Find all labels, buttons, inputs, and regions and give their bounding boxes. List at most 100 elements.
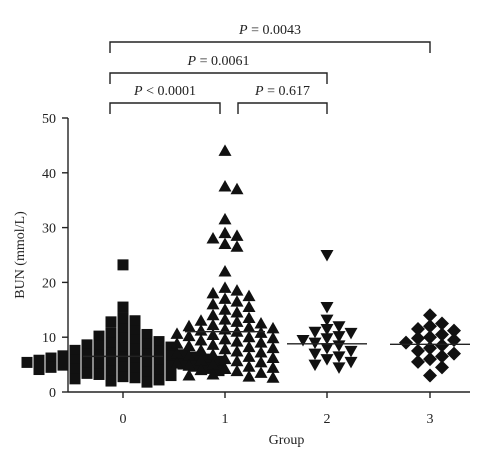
data-point: [189, 360, 201, 372]
data-point: [218, 292, 232, 304]
data-point: [206, 348, 220, 360]
data-point: [266, 341, 280, 354]
data-point: [201, 362, 213, 374]
data-point: [213, 355, 225, 367]
data-point: [129, 372, 141, 384]
data-point: [344, 345, 358, 358]
data-points: [21, 144, 461, 388]
data-point: [320, 314, 334, 327]
data-point: [447, 346, 461, 361]
data-point: [218, 323, 232, 335]
data-point: [182, 359, 196, 371]
data-point: [266, 321, 280, 334]
data-point: [242, 320, 256, 333]
data-point: [194, 353, 208, 366]
x-tick-label: 3: [427, 412, 434, 427]
data-point: [242, 330, 256, 343]
data-point: [141, 376, 153, 388]
data-point: [129, 315, 141, 327]
data-point: [218, 226, 232, 239]
data-point: [81, 358, 93, 370]
data-point: [230, 344, 244, 357]
data-point: [45, 361, 57, 373]
data-point: [230, 240, 244, 252]
data-point: [206, 286, 220, 299]
p-value-label: P = 0.617: [254, 84, 310, 99]
data-point: [93, 340, 105, 352]
data-point: [69, 373, 81, 385]
data-point: [165, 350, 177, 362]
data-point: [254, 317, 268, 329]
data-point: [117, 371, 129, 383]
data-point: [411, 354, 425, 369]
data-point: [105, 316, 117, 328]
data-point: [170, 327, 184, 339]
data-point: [332, 331, 346, 343]
data-point: [230, 364, 244, 377]
x-axis-title: Group: [269, 433, 305, 448]
data-point: [69, 363, 81, 375]
data-point: [320, 323, 334, 336]
data-point: [81, 348, 93, 360]
data-point: [242, 370, 256, 382]
data-point: [447, 332, 461, 347]
data-point: [411, 321, 425, 336]
data-point: [218, 180, 232, 192]
data-point: [242, 300, 256, 313]
data-point: [242, 311, 256, 324]
x-tick-label: 1: [222, 412, 229, 427]
data-point: [206, 358, 220, 370]
data-point: [218, 237, 232, 250]
data-point: [45, 352, 57, 364]
data-point: [153, 336, 165, 348]
data-point: [153, 355, 165, 367]
p-value-label: P < 0.0001: [133, 84, 196, 99]
data-point: [153, 364, 165, 376]
data-point: [435, 349, 449, 364]
data-point: [141, 357, 153, 369]
data-point: [93, 330, 105, 342]
y-tick-label: 40: [42, 167, 56, 182]
data-point: [33, 364, 45, 376]
data-point: [320, 250, 334, 262]
y-axis-title: BUN (mmol/L): [13, 211, 28, 299]
data-point: [33, 354, 45, 366]
significance-bracket: [109, 41, 431, 53]
data-point: [117, 361, 129, 373]
data-point: [129, 325, 141, 337]
data-point: [399, 335, 413, 350]
data-point: [411, 343, 425, 358]
data-point: [182, 329, 196, 342]
data-point: [218, 264, 232, 277]
data-point: [206, 328, 220, 341]
data-point: [105, 375, 117, 387]
data-point: [105, 337, 117, 349]
data-point: [129, 343, 141, 355]
data-point: [69, 354, 81, 366]
data-point: [117, 301, 129, 313]
data-point: [194, 343, 208, 356]
data-point: [182, 339, 196, 351]
data-point: [218, 281, 232, 293]
data-point: [206, 232, 220, 244]
data-point: [213, 365, 225, 377]
data-point: [296, 334, 310, 347]
data-point: [81, 339, 93, 351]
data-point: [308, 348, 322, 361]
data-point: [218, 352, 232, 365]
data-point: [266, 351, 280, 364]
data-point: [93, 359, 105, 371]
data-point: [165, 370, 177, 382]
data-point: [182, 319, 196, 332]
data-point: [242, 350, 256, 362]
x-tick-label: 2: [324, 412, 331, 427]
data-point: [194, 333, 208, 346]
data-point: [230, 284, 244, 296]
axes: 0 10 20 30 40 50 0 1 2 3 BUN (mmol/L) Group: [13, 112, 470, 448]
data-point: [254, 366, 268, 378]
y-tick-label: 0: [49, 386, 56, 401]
data-point: [344, 356, 358, 369]
data-point: [182, 369, 196, 381]
data-point: [218, 313, 232, 325]
